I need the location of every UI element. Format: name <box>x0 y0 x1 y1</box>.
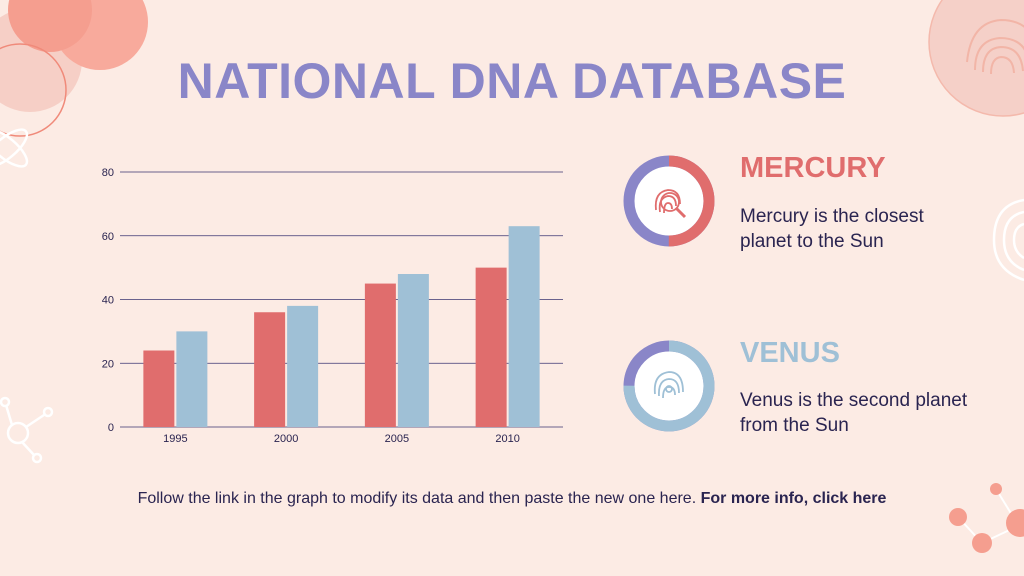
card-title-mercury: MERCURY <box>740 152 886 184</box>
x-tick-label: 1995 <box>163 433 187 445</box>
card-title-venus: VENUS <box>740 337 840 369</box>
ring-fill <box>623 340 715 432</box>
donut-ring-venus <box>623 340 715 432</box>
y-tick-label: 80 <box>102 167 114 179</box>
y-tick-label: 0 <box>108 422 114 434</box>
molecule-icon <box>0 396 54 464</box>
footer: Follow the link in the graph to modify i… <box>0 490 1024 508</box>
x-tick-label: 2005 <box>385 433 409 445</box>
bar-2010-series-1 <box>475 267 507 427</box>
bar-1995-series-2 <box>176 331 208 427</box>
x-tick-label: 2000 <box>274 433 298 445</box>
fingerprint-decor-right <box>992 198 1024 282</box>
bar-chart: 0 20 40 60 80 1995 2000 2005 2010 <box>102 167 563 445</box>
x-tick-label: 2010 <box>495 433 519 445</box>
card-text-mercury: Mercury is the closest planet to the Sun <box>740 206 924 252</box>
bar-1995-series-1 <box>143 350 175 427</box>
bar-2005-series-2 <box>397 274 429 427</box>
ring-fill <box>623 155 715 247</box>
footer-text: Follow the link in the graph to modify i… <box>137 490 697 507</box>
donut-ring-mercury <box>623 155 715 247</box>
bar-2005-series-1 <box>364 283 396 427</box>
bar-2000-series-1 <box>254 312 286 427</box>
bar-2000-series-2 <box>287 305 319 427</box>
atom-icon <box>0 128 29 168</box>
page-title: NATIONAL DNA DATABASE <box>177 53 847 109</box>
bar-2010-series-2 <box>508 226 540 427</box>
card-text-venus: Venus is the second planet from the Sun <box>740 390 968 436</box>
y-tick-label: 60 <box>102 231 114 243</box>
y-tick-label: 20 <box>102 358 114 370</box>
y-tick-label: 40 <box>102 295 114 307</box>
more-info-link[interactable]: For more info, click here <box>700 490 887 507</box>
